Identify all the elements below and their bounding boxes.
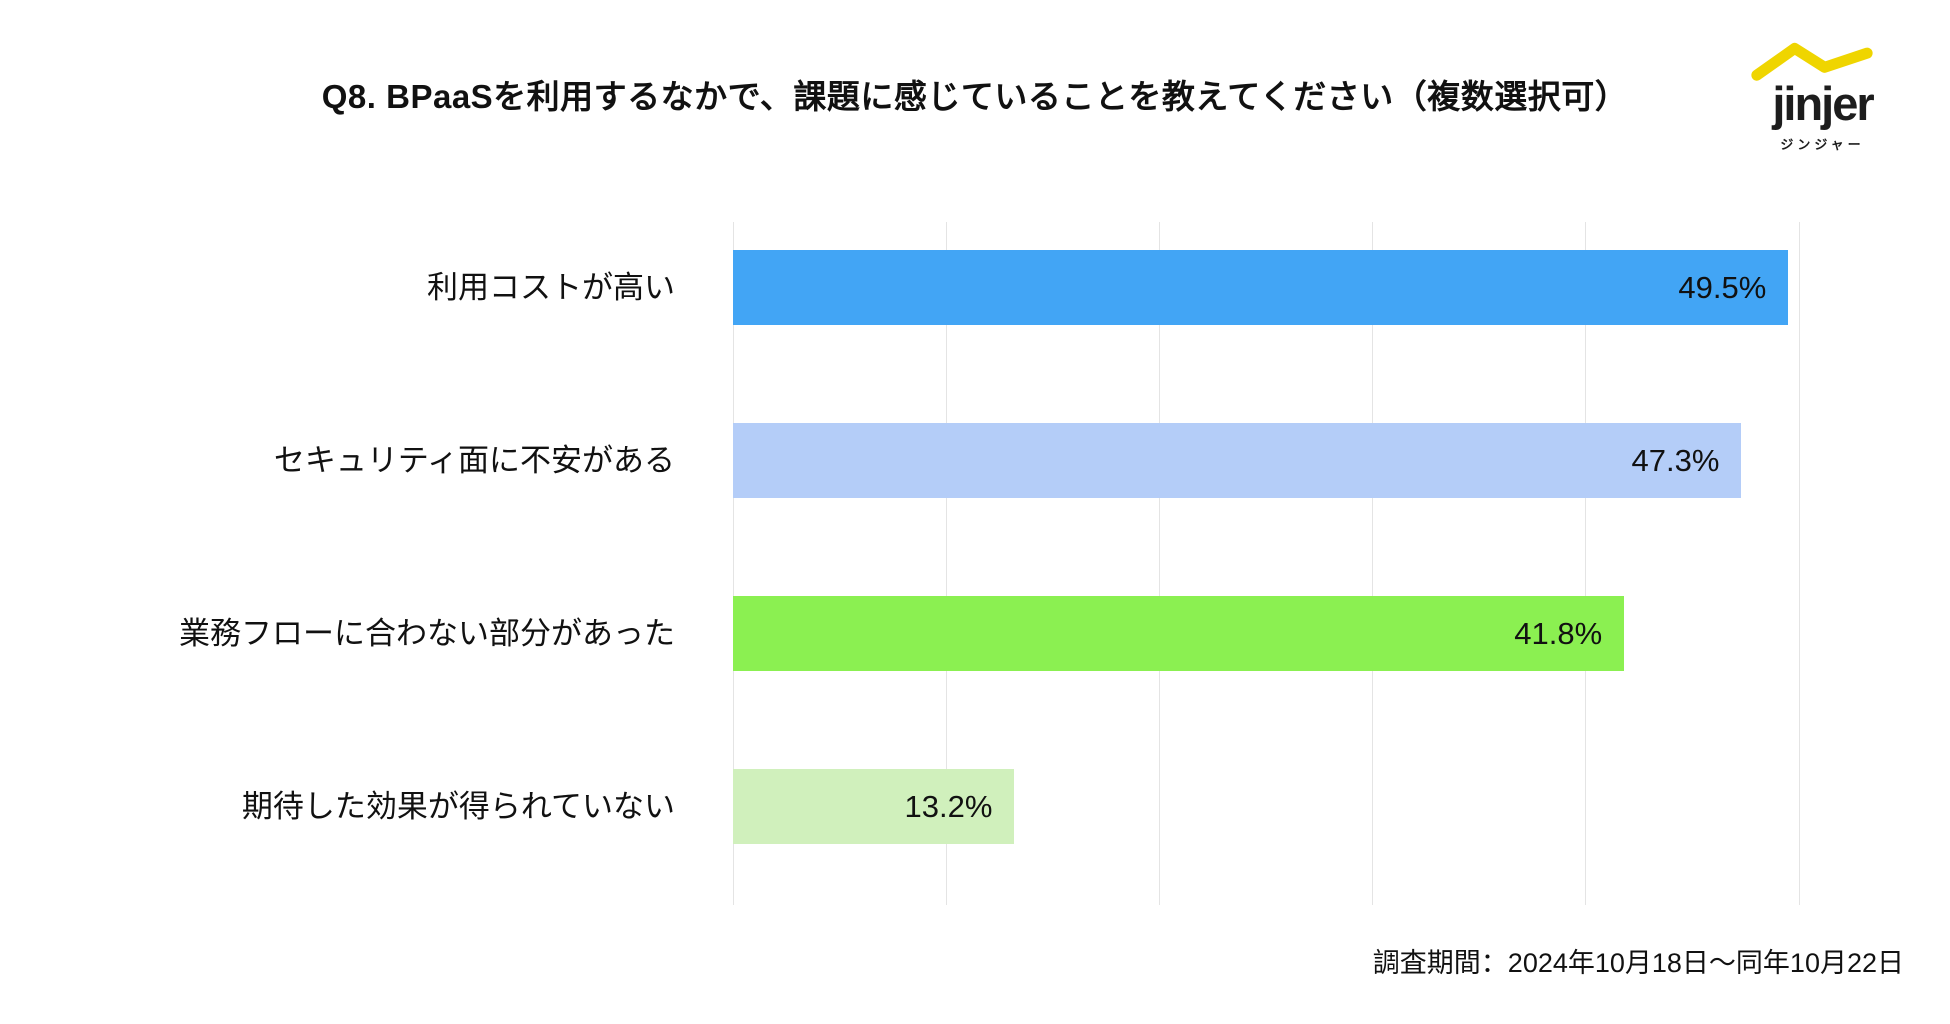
gridline: [1798, 222, 1800, 905]
value-label: 41.8%: [1514, 616, 1603, 651]
bar: 41.8%: [733, 596, 1625, 671]
jinjer-logo: jinjer ジンジャー: [1735, 38, 1910, 153]
category-label: 利用コストが高い: [427, 270, 675, 305]
category-label: 業務フローに合わない部分があった: [179, 616, 675, 651]
jinjer-logo-subtext: ジンジャー: [1780, 137, 1865, 152]
bar: 49.5%: [733, 250, 1789, 325]
bar-row: 利用コストが高い 49.5%: [427, 250, 1799, 325]
chart-title: Q8. BPaaSを利用するなかで、課題に感じていることを教えてください（複数選…: [321, 78, 1629, 115]
value-label: 13.2%: [904, 789, 993, 824]
bar-row: 期待した効果が得られていない 13.2%: [242, 769, 1799, 844]
bar: 47.3%: [733, 423, 1742, 498]
category-label: セキュリティ面に不安がある: [273, 443, 675, 478]
category-label: 期待した効果が得られていない: [241, 789, 675, 824]
value-label: 47.3%: [1631, 443, 1720, 478]
bar-row: セキュリティ面に不安がある 47.3%: [274, 423, 1799, 498]
gridline: [1585, 222, 1587, 905]
bar: 13.2%: [733, 769, 1015, 844]
value-label: 49.5%: [1678, 270, 1767, 305]
jinjer-logo-wordmark: jinjer: [1772, 77, 1874, 130]
bar-chart-plot: 利用コストが高い 49.5% セキュリティ面に不安がある 47.3% 業務フローに合わな…: [179, 222, 1800, 905]
gridline: [1158, 222, 1160, 905]
gridline: [732, 222, 734, 905]
gridline: [1372, 222, 1374, 905]
survey-period-note: 調査期間：2024年10月18日〜同年10月22日: [1372, 948, 1904, 978]
gridline: [945, 222, 947, 905]
jinjer-logo-swoosh-icon: [1751, 42, 1873, 81]
bar-row: 業務フローに合わない部分があった 41.8%: [179, 596, 1799, 671]
